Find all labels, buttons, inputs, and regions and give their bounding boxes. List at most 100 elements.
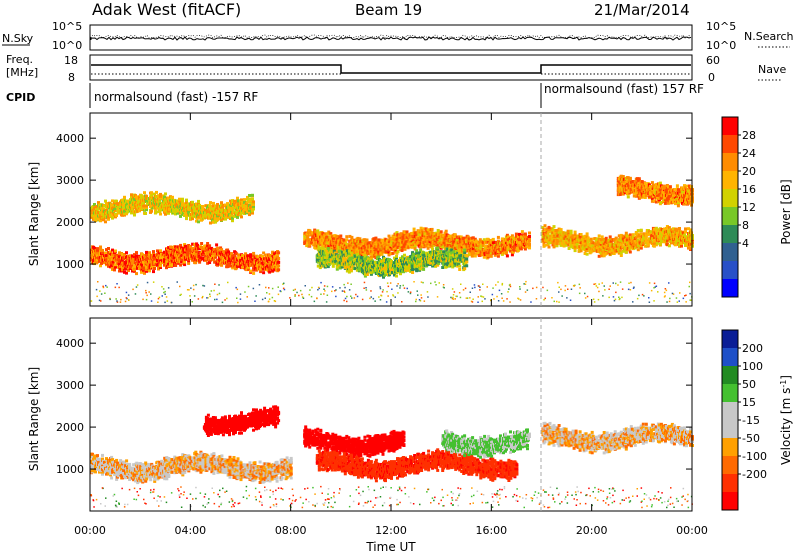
range-cell [555,229,559,232]
range-cell [426,246,430,250]
range-cell [164,209,167,213]
range-cell [214,255,218,259]
range-cell [99,250,102,254]
range-cell [123,212,126,215]
range-cell [486,249,490,253]
range-cell [395,254,398,258]
range-cell [415,267,419,271]
power-feature [90,242,281,276]
range-cell [131,254,134,258]
power-feature [90,190,255,225]
range-cell [221,255,225,259]
range-cell [193,259,197,263]
range-cell [528,235,531,238]
range-cell [400,249,404,252]
range-cell [411,271,415,274]
range-cell [528,239,531,243]
range-cell [500,252,504,256]
range-cell [249,255,253,259]
range-cell [374,248,378,252]
range-cell [431,239,435,243]
range-cell [145,269,148,273]
range-cell [103,204,106,208]
range-cell [365,266,369,270]
range-cell [215,260,219,264]
range-cell [511,250,515,254]
range-cell [350,253,354,257]
range-cell [332,249,336,253]
range-cell [133,213,136,217]
range-cell [446,262,450,266]
range-cell [403,231,407,235]
range-cell [361,250,365,254]
range-cell [368,241,372,245]
range-cell [599,242,603,246]
range-cell [477,250,481,254]
range-cell [604,236,608,240]
range-cell [396,264,399,268]
range-cell [326,265,330,269]
range-cell [236,258,240,261]
range-cell [489,254,493,258]
range-cell [595,243,599,246]
range-cell [231,208,234,212]
range-cell [396,250,400,254]
range-cell [245,204,248,208]
range-cell [521,240,525,244]
range-cell [335,267,339,271]
range-cell [528,237,531,241]
range-cell [213,260,217,264]
range-cell [401,235,405,239]
range-cell [546,243,550,247]
range-cell [475,240,479,244]
range-cell [422,256,426,260]
range-cell [306,236,310,240]
range-cell [153,192,156,196]
range-cell [487,251,491,255]
range-cell [177,211,180,215]
range-cell [457,262,461,266]
range-cell [432,243,436,247]
range-cell [156,249,159,253]
range-cell [347,270,351,274]
range-cell [215,243,219,247]
range-cell [597,254,601,258]
range-cell [156,259,159,262]
range-cell [226,202,229,206]
range-cell [208,244,212,248]
range-cell [143,271,146,275]
range-cell [210,246,214,250]
range-cell [434,253,438,257]
range-cell [220,257,224,261]
range-cell [377,243,381,247]
range-cell [450,248,454,252]
range-cell [342,250,346,254]
range-cell [199,213,202,217]
range-cell [357,255,361,259]
range-cell [155,210,158,214]
range-cell [181,257,185,261]
range-cell [233,206,236,210]
range-cell [237,199,240,203]
range-cell [443,260,447,264]
range-cell [114,202,117,206]
range-cell [398,259,401,263]
range-cell [394,266,397,270]
range-cell [387,270,390,273]
range-cell [466,235,470,239]
range-cell [195,212,198,216]
range-cell [166,258,170,262]
range-cell [392,247,396,251]
range-cell [344,258,348,262]
range-cell [248,194,251,197]
range-cell [441,245,445,249]
range-cell [307,239,311,243]
range-cell [419,226,423,230]
range-cell [112,211,115,215]
range-cell [259,267,263,271]
range-cell [252,207,255,211]
range-cell [338,249,342,253]
range-cell [145,257,148,261]
range-cell [436,263,440,267]
range-cell [445,255,449,259]
